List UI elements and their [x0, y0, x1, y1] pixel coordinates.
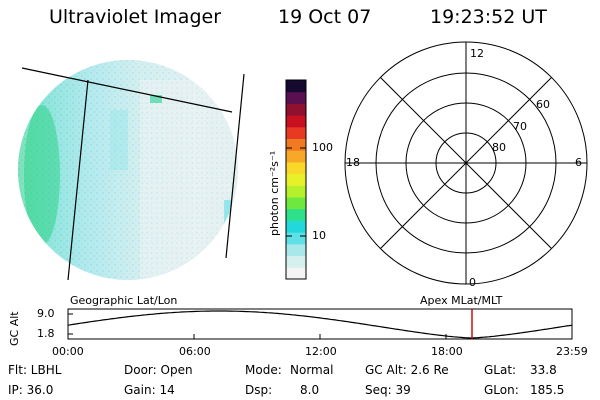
color-bar-band — [286, 126, 306, 140]
color-bar-band — [286, 115, 306, 128]
mode-label: Mode: — [245, 363, 282, 377]
gc-alt-info: GC Alt: 2.6 Re — [365, 363, 449, 377]
dsp-value: 8.0 — [300, 383, 320, 397]
geographic-label: Geographic Lat/Lon — [70, 294, 178, 307]
altitude-xtick-2: 12:00 — [305, 345, 337, 358]
color-bar-band — [286, 103, 306, 116]
altitude-xtick-4: 23:59 — [556, 345, 588, 358]
glon-label: GLon: — [484, 383, 519, 397]
color-bar-band — [286, 150, 306, 163]
color-bar-band — [286, 267, 306, 280]
color-bar-band — [286, 161, 306, 175]
color-bar-band — [286, 232, 306, 245]
altitude-ytick-max: 9.0 — [37, 307, 55, 320]
glon-value: 185.5 — [530, 383, 565, 397]
color-bar-frame — [285, 79, 307, 280]
filter-info: Flt: LBHL — [8, 363, 62, 377]
polar-grid — [344, 41, 588, 285]
instrument-title: Ultraviolet Imager — [49, 6, 222, 28]
colorbar-tick-100: 100 — [312, 141, 333, 154]
mlt-label-right: 6 — [575, 156, 582, 169]
colorbar-tick-10: 10 — [312, 229, 326, 242]
color-bar-band — [286, 80, 306, 93]
color-bar-band — [286, 197, 306, 210]
lat-label-60: 60 — [536, 98, 550, 111]
apex-label: Apex MLat/MLT — [420, 294, 503, 307]
mlt-label-bottom: 0 — [469, 276, 476, 289]
color-bar-band — [286, 243, 306, 257]
altitude-xtick-3: 18:00 — [431, 345, 463, 358]
lat-label-80: 80 — [492, 141, 506, 154]
color-bar-band — [286, 220, 306, 233]
color-bar-band — [286, 91, 306, 104]
ip-info: IP: 36.0 — [8, 383, 54, 397]
glat-value: 33.8 — [530, 363, 557, 377]
lat-label-70: 70 — [513, 120, 527, 133]
altitude-xtick-0: 00:00 — [52, 345, 84, 358]
date-label: 19 Oct 07 — [278, 6, 372, 28]
color-bar-band — [286, 208, 306, 221]
altitude-xtick-1: 06:00 — [179, 345, 211, 358]
mlt-label-left: 18 — [346, 156, 360, 169]
color-bar-band — [286, 173, 306, 186]
glat-label: GLat: — [484, 363, 517, 377]
altitude-ylabel: GC Alt — [8, 311, 21, 346]
seq-info: Seq: 39 — [365, 383, 411, 397]
altitude-plot — [67, 308, 573, 340]
altitude-ytick-min: 1.8 — [37, 327, 55, 340]
auroral-image — [18, 60, 245, 281]
time-label: 19:23:52 UT — [430, 6, 547, 28]
dsp-label: Dsp: — [245, 383, 273, 397]
door-info: Door: Open — [124, 363, 193, 377]
gain-info: Gain: 14 — [124, 383, 175, 397]
colorbar-unit-label: photon cm⁻²s⁻¹ — [268, 150, 281, 236]
color-bar-band — [286, 138, 306, 151]
color-bar-band — [286, 255, 306, 268]
color-bar — [286, 80, 306, 280]
mode-value: Normal — [290, 363, 334, 377]
mlt-label-top: 12 — [470, 47, 484, 60]
color-bar-band — [286, 185, 306, 198]
